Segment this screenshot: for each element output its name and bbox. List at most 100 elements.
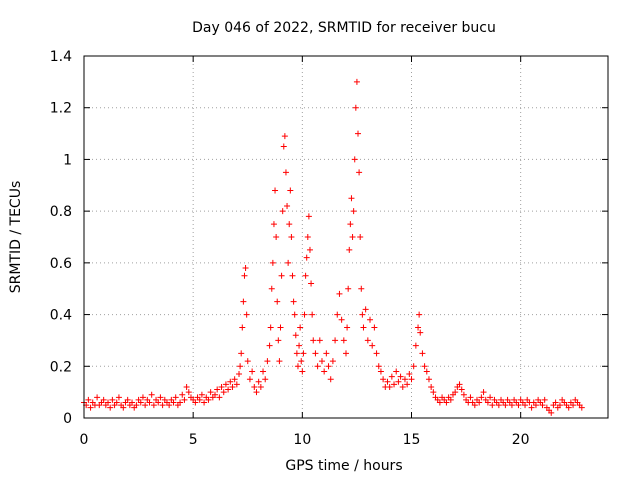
data-point — [237, 363, 244, 370]
data-point — [253, 389, 260, 396]
data-point — [298, 358, 305, 365]
data-point — [436, 399, 443, 406]
data-point — [467, 394, 474, 401]
data-point — [340, 337, 347, 344]
data-point — [578, 404, 585, 411]
data-point — [314, 363, 321, 370]
data-point — [269, 259, 276, 266]
data-point — [129, 399, 136, 406]
data-point — [502, 402, 509, 409]
data-point — [508, 402, 515, 409]
data-point — [255, 378, 262, 385]
data-point — [484, 399, 491, 406]
data-point — [460, 391, 467, 398]
data-point — [415, 324, 422, 331]
data-point — [268, 285, 275, 292]
data-point — [267, 324, 274, 331]
tick-labels: 0 0.2 0.4 0.6 0.8 1 1.2 1.4 0 5 10 15 20 — [50, 49, 530, 448]
data-point — [404, 381, 411, 388]
data-point — [179, 391, 186, 398]
y-tick-label: 1.4 — [50, 49, 72, 65]
data-point — [233, 381, 240, 388]
data-point — [364, 337, 371, 344]
data-point — [272, 187, 279, 194]
data-point — [478, 394, 485, 401]
data-point — [458, 386, 465, 393]
data-point — [358, 285, 365, 292]
data-point — [244, 358, 251, 365]
data-point — [304, 234, 311, 240]
y-tick-label: 0.6 — [50, 256, 72, 272]
data-point — [148, 391, 155, 398]
data-point — [146, 399, 153, 406]
data-point — [238, 350, 245, 357]
data-point — [183, 383, 190, 390]
data-point — [375, 363, 382, 370]
data-point — [297, 324, 304, 331]
data-point — [480, 389, 487, 396]
data-point — [239, 324, 246, 331]
data-point — [397, 373, 404, 380]
data-point — [371, 324, 378, 331]
data-point — [410, 363, 417, 370]
data-point — [249, 368, 256, 375]
data-point — [308, 280, 315, 287]
data-point — [266, 342, 273, 349]
y-tick-label: 0.8 — [50, 204, 72, 220]
data-point — [242, 265, 249, 272]
data-point — [318, 358, 325, 365]
data-point — [157, 394, 164, 401]
data-point — [177, 399, 184, 406]
data-point — [100, 396, 107, 403]
data-point — [205, 396, 212, 403]
data-point — [312, 350, 319, 357]
x-axis-label: GPS time / hours — [285, 458, 402, 474]
data-point — [456, 381, 463, 388]
data-point — [515, 402, 522, 409]
data-point — [278, 272, 285, 279]
data-point — [369, 342, 376, 349]
data-point — [159, 402, 166, 409]
data-point — [329, 358, 336, 365]
data-point — [338, 316, 345, 323]
data-point — [107, 404, 114, 411]
data-point — [280, 143, 287, 150]
data-point — [282, 169, 289, 176]
x-tick-label: 0 — [80, 432, 89, 448]
data-point — [285, 259, 292, 266]
data-point — [332, 337, 339, 344]
data-point — [207, 389, 214, 396]
data-point — [293, 350, 300, 357]
data-point — [220, 389, 227, 396]
data-point — [352, 104, 359, 111]
data-point — [539, 402, 546, 409]
data-point — [87, 404, 94, 411]
data-point — [196, 396, 203, 403]
data-point — [139, 394, 146, 401]
data-point — [270, 221, 277, 228]
data-point — [373, 350, 380, 357]
data-point — [227, 378, 234, 385]
data-point — [222, 381, 229, 388]
data-point — [166, 402, 173, 409]
data-point — [292, 332, 299, 339]
data-point — [552, 399, 559, 406]
data-point — [408, 376, 415, 383]
data-point — [198, 391, 205, 398]
data-point — [528, 404, 535, 411]
data-point — [388, 373, 395, 380]
y-tick-label: 0.2 — [50, 359, 72, 375]
data-point — [556, 402, 563, 409]
data-point — [288, 234, 295, 240]
data-point — [343, 350, 349, 357]
data-point — [286, 221, 293, 228]
data-point — [393, 368, 400, 375]
data-point — [419, 350, 426, 357]
y-tick-label: 1.2 — [50, 101, 72, 117]
data-point — [137, 399, 144, 406]
data-point — [327, 376, 334, 383]
data-point — [264, 358, 271, 365]
data-point — [476, 399, 483, 406]
data-point — [115, 394, 122, 401]
data-point — [345, 285, 352, 292]
